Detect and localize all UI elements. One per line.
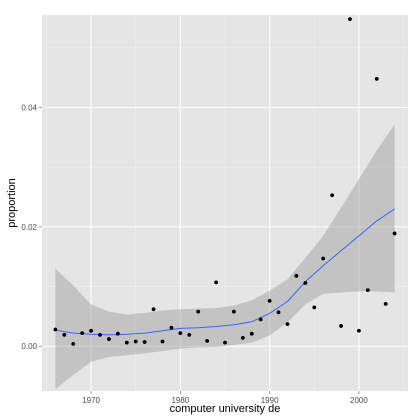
axes: 1970 1980 1990 2000 0.00 0.02 0.04	[21, 104, 368, 405]
data-point	[348, 17, 352, 22]
data-point	[276, 310, 281, 315]
data-point	[339, 324, 343, 328]
data-point	[187, 332, 192, 337]
data-point	[133, 339, 138, 344]
y-tick-label: 0.00	[21, 342, 37, 351]
data-point	[303, 281, 308, 285]
data-point	[214, 280, 218, 285]
data-point	[178, 331, 183, 336]
data-point	[169, 325, 174, 330]
data-point	[196, 309, 201, 314]
confidence-band-layer	[55, 124, 395, 390]
x-tick-label: 1990	[261, 396, 279, 405]
points-layer	[53, 17, 397, 346]
confidence-band	[55, 124, 395, 390]
data-point	[365, 288, 370, 293]
data-point	[249, 331, 254, 336]
data-point	[142, 340, 147, 344]
data-point	[107, 337, 111, 341]
data-point	[232, 309, 236, 314]
data-point	[240, 335, 245, 340]
data-point	[62, 332, 67, 337]
data-point	[392, 231, 397, 236]
data-point	[357, 328, 361, 333]
data-point	[285, 322, 290, 327]
y-tick-label: 0.04	[21, 104, 37, 113]
x-axis-title: computer university de	[170, 403, 281, 415]
smooth-line-layer	[55, 208, 395, 336]
data-point	[124, 340, 129, 345]
data-point	[374, 76, 379, 81]
data-point	[258, 317, 263, 322]
data-point	[53, 327, 58, 332]
data-point	[223, 340, 227, 345]
smooth-line	[55, 208, 395, 336]
data-point	[205, 338, 210, 343]
data-point	[312, 305, 317, 310]
data-point	[115, 331, 120, 336]
data-point	[330, 193, 335, 198]
x-tick-label: 1980	[171, 396, 189, 405]
data-point	[89, 328, 93, 333]
data-point	[383, 301, 388, 306]
data-point	[294, 273, 299, 278]
y-tick-label: 0.02	[21, 223, 37, 232]
data-point	[267, 298, 272, 303]
data-point	[160, 339, 165, 344]
data-point	[98, 332, 102, 337]
data-point	[80, 331, 85, 336]
x-tick-label: 1970	[82, 396, 100, 405]
data-point	[151, 307, 156, 312]
y-axis-title: proportion	[6, 178, 18, 228]
x-tick-label: 2000	[350, 396, 368, 405]
data-point	[71, 341, 76, 346]
data-point	[321, 256, 326, 261]
